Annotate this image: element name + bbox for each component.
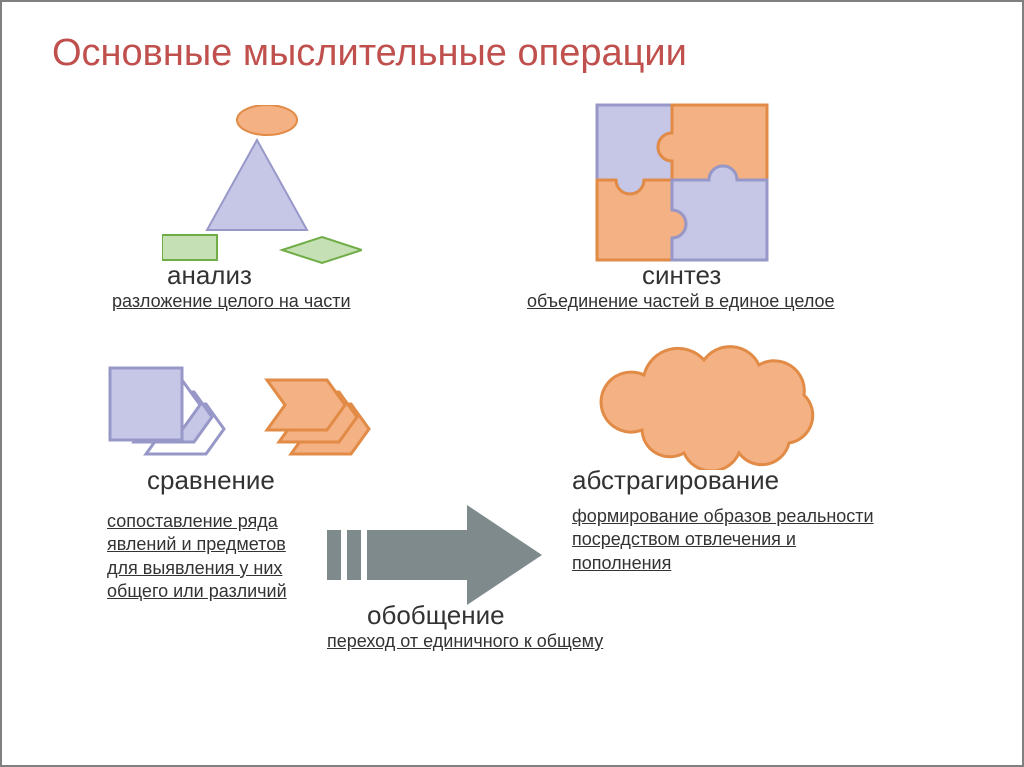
arrows-stack-icon — [82, 340, 382, 470]
generalization-label: обобщение — [367, 600, 505, 631]
slide: Основные мыслительные операции анализ ра… — [0, 0, 1024, 767]
analysis-icon — [162, 105, 362, 270]
slide-title: Основные мыслительные операции — [52, 32, 972, 75]
comparison-label: сравнение — [147, 465, 275, 496]
generalization-icon — [327, 500, 547, 615]
puzzle-icon — [592, 100, 802, 265]
cloud-icon — [592, 330, 842, 470]
synthesis-desc: объединение частей в единое целое — [527, 290, 947, 313]
shapes-icon — [162, 105, 362, 265]
abstraction-label: абстрагирование — [572, 465, 779, 496]
synthesis-label: синтез — [642, 260, 721, 291]
analysis-desc: разложение целого на части — [112, 290, 432, 313]
abstraction-icon — [592, 330, 842, 475]
synthesis-icon — [592, 100, 802, 270]
comparison-desc: сопоставление ряда явлений и предметов д… — [107, 510, 312, 604]
analysis-label: анализ — [167, 260, 252, 291]
comparison-icon — [82, 340, 382, 475]
diagram-area: анализ разложение целого на части — [52, 95, 972, 735]
abstraction-desc: формирование образов реальности посредст… — [572, 505, 882, 575]
generalization-desc: переход от единичного к общему — [327, 630, 667, 653]
big-arrow-icon — [327, 500, 547, 610]
